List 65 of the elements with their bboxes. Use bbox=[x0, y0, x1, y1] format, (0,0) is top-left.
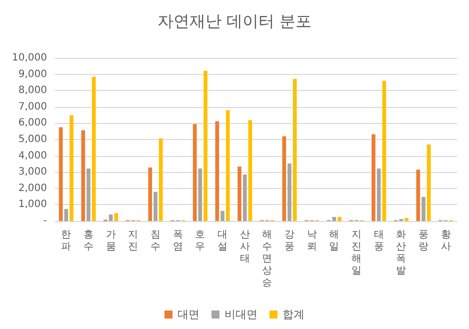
y-tick-label: 4,000 bbox=[18, 150, 47, 162]
bar bbox=[226, 110, 230, 221]
x-tick-label: 풍랑 bbox=[418, 230, 428, 252]
bar bbox=[332, 216, 336, 221]
bar bbox=[404, 218, 408, 221]
bar bbox=[248, 120, 252, 221]
y-tick-label: 8,000 bbox=[18, 85, 47, 96]
x-tick-label: 황사 bbox=[440, 230, 451, 252]
bar bbox=[416, 170, 420, 221]
y-tick-label: 2,000 bbox=[18, 182, 47, 194]
bar bbox=[382, 80, 386, 221]
x-tick-label: 화산폭발 bbox=[396, 230, 406, 276]
bar bbox=[238, 166, 242, 221]
y-tick-label: 9,000 bbox=[18, 68, 47, 80]
bar bbox=[376, 168, 381, 221]
bar bbox=[215, 121, 220, 221]
x-tick-label: 해일 bbox=[329, 230, 340, 252]
y-tick-label: 10,000 bbox=[12, 52, 47, 64]
bar bbox=[114, 213, 118, 221]
legend-label: 대면 bbox=[178, 308, 200, 321]
bar bbox=[70, 115, 74, 221]
x-tick-label: 홍수 bbox=[84, 230, 94, 252]
bar bbox=[204, 70, 208, 221]
legend-label: 비대면 bbox=[224, 308, 258, 321]
bar bbox=[81, 130, 86, 221]
x-tick-label: 대설 bbox=[218, 230, 228, 252]
x-tick-label: 폭염 bbox=[172, 230, 183, 252]
legend-label: 합계 bbox=[282, 308, 304, 321]
bar bbox=[372, 134, 376, 221]
bar bbox=[198, 168, 202, 221]
bar bbox=[154, 192, 158, 221]
x-tick-label: 산사태 bbox=[240, 230, 250, 264]
bar bbox=[92, 76, 96, 221]
x-tick-label: 가뭄 bbox=[106, 230, 116, 252]
x-tick-label: 지진해일 bbox=[352, 230, 362, 276]
bar bbox=[220, 210, 224, 221]
x-tick-label: 낙뢰 bbox=[306, 230, 317, 252]
bar bbox=[292, 78, 297, 221]
x-tick-label: 강풍 bbox=[284, 230, 294, 252]
bar bbox=[148, 168, 152, 221]
bar bbox=[64, 208, 68, 221]
bar bbox=[108, 214, 113, 221]
x-tick-label: 지진 bbox=[128, 230, 138, 252]
bar bbox=[288, 163, 292, 221]
y-tick-label: 3,000 bbox=[18, 166, 47, 178]
y-tick-label: - bbox=[43, 216, 48, 226]
y-tick-label: 6,000 bbox=[18, 118, 47, 129]
bar bbox=[426, 144, 431, 221]
bar bbox=[422, 196, 426, 221]
chart-title: 자연재난 데이터 분포 bbox=[157, 12, 312, 30]
bar bbox=[282, 136, 286, 221]
x-tick-label: 침수 bbox=[150, 230, 160, 252]
bar bbox=[338, 216, 342, 221]
bar bbox=[158, 138, 163, 221]
y-tick-label: 1,000 bbox=[18, 199, 47, 210]
x-tick-label: 한파 bbox=[61, 230, 72, 252]
bar bbox=[192, 124, 197, 221]
x-tick-label: 태풍 bbox=[374, 230, 384, 252]
x-tick-label: 호우 bbox=[195, 230, 206, 252]
bar bbox=[242, 174, 247, 221]
y-tick-label: 5,000 bbox=[18, 134, 47, 145]
bar bbox=[58, 127, 63, 221]
y-tick-label: 7,000 bbox=[18, 101, 47, 112]
bar bbox=[86, 168, 90, 221]
x-tick-label: 해수면상승 bbox=[262, 230, 272, 288]
